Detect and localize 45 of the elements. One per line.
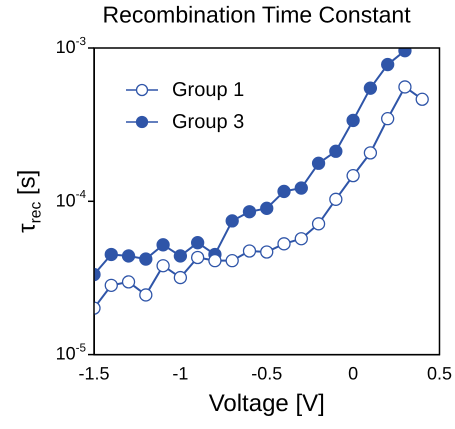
point (122, 275, 136, 289)
point (104, 278, 118, 292)
x-tick-label: 0 (348, 363, 358, 384)
point (208, 254, 222, 268)
point (364, 82, 378, 95)
point (294, 232, 308, 246)
chart-title: Recombination Time Constant (102, 1, 412, 28)
point (226, 214, 239, 228)
point (277, 184, 291, 198)
x-tick-label: -1.5 (78, 363, 110, 384)
point (190, 250, 204, 264)
point (122, 249, 136, 263)
point (398, 80, 412, 94)
point (190, 236, 204, 250)
point (294, 181, 308, 195)
point (174, 270, 188, 284)
point (139, 288, 152, 302)
point (156, 259, 170, 272)
x-tick-label: -1 (172, 363, 188, 384)
point (329, 192, 342, 206)
point (156, 238, 170, 252)
point (242, 205, 256, 218)
point (277, 237, 291, 250)
x-axis-title: Voltage [V] (208, 390, 325, 418)
point (242, 244, 256, 258)
point (104, 248, 118, 262)
point (312, 156, 326, 170)
x-tick-label: -0.5 (251, 363, 282, 384)
point (346, 169, 360, 182)
point (381, 58, 394, 72)
point (139, 252, 152, 266)
legend-label: Group 1 (172, 78, 244, 102)
y-axis-title: τrec [s] (14, 170, 45, 233)
point (381, 112, 394, 126)
x-tick-label: 0.5 (426, 363, 452, 384)
legend-label: Group 3 (172, 110, 244, 134)
point (260, 245, 274, 259)
point (329, 144, 342, 158)
point (312, 217, 326, 230)
point (260, 202, 274, 215)
point (174, 249, 188, 263)
point (346, 114, 360, 128)
point (416, 92, 429, 106)
point (364, 146, 378, 160)
point (226, 254, 239, 268)
